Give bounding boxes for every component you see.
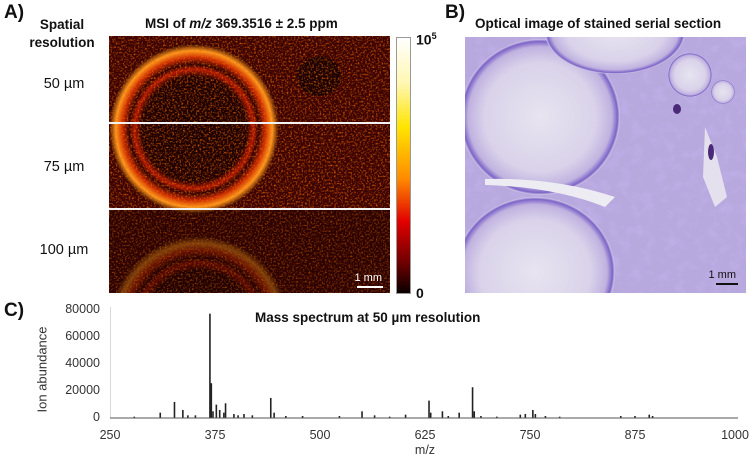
panel-b-letter: B) [445, 2, 466, 23]
x-tick-1000: 1000 [721, 428, 749, 442]
y-tick-0: 0 [93, 410, 100, 424]
y-axis-label: Ion abundance [34, 326, 50, 413]
panel-a-title: MSI of m/z 369.3516 ± 2.5 ppm [145, 16, 338, 31]
row-divider-1 [109, 122, 390, 124]
row-header-line2: resolution [29, 35, 95, 50]
panel-b-title: Optical image of stained serial section [475, 16, 722, 31]
optical-scale-bar [716, 283, 738, 285]
spectrum-peaks [133, 313, 654, 418]
x-tick-375: 375 [204, 428, 226, 442]
y-tick-60000: 60000 [65, 329, 100, 343]
x-axis-label: m/z [414, 443, 436, 457]
row-label-75um: 75 µm [43, 159, 85, 175]
x-tick-625: 625 [414, 428, 436, 442]
mass-spectrum-plot [110, 307, 738, 419]
mz-italic: m/z [189, 16, 212, 31]
y-tick-80000: 80000 [65, 302, 100, 316]
panel-c-title: Mass spectrum at 50 µm resolution [255, 310, 481, 325]
colorbar-min-label: 0 [416, 285, 424, 301]
x-tick-875: 875 [624, 428, 646, 442]
optical-image: 1 mm [465, 37, 746, 293]
stained-section-image [465, 37, 746, 293]
row-header-line1: Spatial [39, 17, 85, 32]
panel-c-letter: C) [4, 300, 25, 321]
panel-a-letter: A) [4, 2, 25, 23]
row-label-100um: 100 µm [39, 242, 89, 258]
intensity-colorbar [396, 37, 411, 294]
x-tick-500: 500 [309, 428, 331, 442]
row-divider-2 [109, 208, 390, 210]
row-header: Spatial resolution [22, 16, 102, 52]
x-tick-750: 750 [519, 428, 541, 442]
msi-image: 1 mm [109, 36, 390, 293]
y-tick-20000: 20000 [65, 383, 100, 397]
msi-scale-bar [357, 286, 383, 288]
optical-scale-bar-label: 1 mm [708, 269, 737, 281]
row-label-50um: 50 µm [43, 76, 85, 92]
x-tick-250: 250 [99, 428, 121, 442]
y-tick-40000: 40000 [65, 356, 100, 370]
colorbar-max-label: 105 [416, 31, 437, 48]
msi-heatmap [109, 36, 390, 293]
msi-scale-bar-label: 1 mm [354, 272, 383, 284]
